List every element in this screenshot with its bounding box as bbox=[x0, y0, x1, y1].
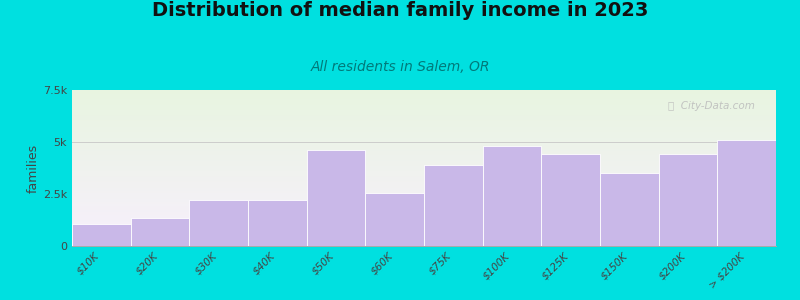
Y-axis label: families: families bbox=[27, 143, 40, 193]
Text: ⓘ  City-Data.com: ⓘ City-Data.com bbox=[668, 101, 755, 111]
Bar bbox=[658, 154, 718, 246]
Bar bbox=[424, 165, 482, 246]
Bar bbox=[482, 146, 542, 246]
Bar bbox=[600, 173, 658, 246]
Bar bbox=[718, 140, 776, 246]
Bar bbox=[366, 193, 424, 246]
Bar bbox=[248, 200, 306, 246]
Bar bbox=[306, 150, 366, 246]
Bar bbox=[190, 200, 248, 246]
Bar bbox=[130, 218, 190, 246]
Bar bbox=[542, 154, 600, 246]
Text: Distribution of median family income in 2023: Distribution of median family income in … bbox=[152, 2, 648, 20]
Text: All residents in Salem, OR: All residents in Salem, OR bbox=[310, 60, 490, 74]
Bar bbox=[72, 224, 130, 246]
